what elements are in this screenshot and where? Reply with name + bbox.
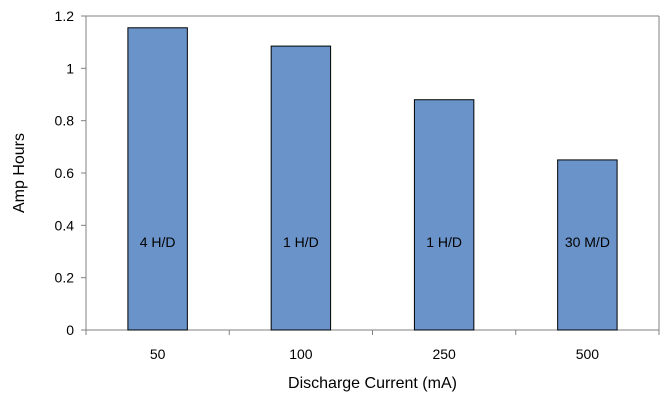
y-tick-label: 0.2 xyxy=(55,270,75,286)
x-axis-ticks: 50 100 250 500 xyxy=(85,330,660,362)
x-tick-label: 100 xyxy=(289,346,313,362)
y-axis-ticks: 0 0.2 0.4 0.6 0.8 1 1.2 xyxy=(55,8,86,338)
bar xyxy=(413,99,475,331)
y-tick-label: 0 xyxy=(66,322,74,338)
y-tick-label: 0.4 xyxy=(55,217,75,233)
x-tick-label: 250 xyxy=(432,346,456,362)
x-tick-label: 50 xyxy=(150,346,166,362)
bar xyxy=(270,45,332,331)
bars: 4 H/D 1 H/D 1 H/D 30 M/D xyxy=(127,27,618,331)
bar xyxy=(557,159,618,331)
bar-label: 4 H/D xyxy=(140,234,176,250)
x-axis-label: Discharge Current (mA) xyxy=(288,375,457,392)
bar-label: 30 M/D xyxy=(565,234,610,250)
y-axis-label: Amp Hours xyxy=(11,133,28,213)
y-tick-label: 0.8 xyxy=(55,113,75,129)
y-tick-label: 0.6 xyxy=(55,165,75,181)
bar-label: 1 H/D xyxy=(283,234,319,250)
bar xyxy=(127,27,188,331)
bar-label: 1 H/D xyxy=(426,234,462,250)
plot-area: 0 0.2 0.4 0.6 0.8 1 1.2 50 100 250 500 4 H/D 1 H/D… xyxy=(55,8,660,362)
y-tick-label: 1.2 xyxy=(55,8,75,24)
x-tick-label: 500 xyxy=(576,346,600,362)
y-tick-label: 1 xyxy=(66,60,74,76)
